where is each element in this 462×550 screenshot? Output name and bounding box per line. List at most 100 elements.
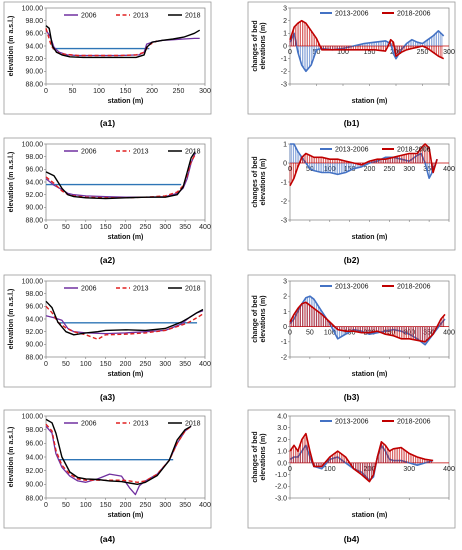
x-tick-label: 150 — [364, 49, 376, 56]
chart-frame — [247, 409, 456, 529]
y-tick-label: 94.00 — [25, 43, 43, 50]
x-tick-label: 400 — [443, 466, 455, 473]
y-tick-label: 2 — [283, 294, 287, 301]
panel-label: (a2) — [100, 255, 115, 265]
y-tick-label: 3 — [283, 278, 287, 285]
x-tick-label: 250 — [384, 330, 396, 337]
x-tick-label: 200 — [146, 88, 158, 95]
legend-label-2018-2006: 2018-2006 — [397, 284, 431, 291]
y-tick-label: -2 — [281, 354, 287, 361]
x-tick-label: 200 — [120, 502, 132, 509]
y-axis-label-line: elevations (m) — [260, 22, 267, 69]
chart-b2: -3-2-101050100150200250300350400station … — [247, 137, 456, 251]
series-line-2018 — [45, 151, 196, 200]
y-tick-label: -2.0 — [275, 484, 287, 491]
y-tick-label: 1 — [283, 309, 287, 316]
chart-frame — [247, 1, 456, 115]
x-tick-label: 250 — [140, 502, 152, 509]
x-tick-label: 50 — [313, 49, 321, 56]
legend-label-2013: 2013 — [133, 13, 149, 20]
y-tick-label: 1 — [283, 31, 287, 38]
y-tick-label: -2 — [281, 69, 287, 76]
series-line-2018-2006 — [289, 143, 438, 187]
x-tick-label: 100 — [80, 502, 92, 509]
y-tick-label: 88.00 — [25, 354, 43, 361]
x-tick-label: 100 — [324, 466, 336, 473]
x-tick-label: 200 — [120, 224, 132, 231]
y-tick-label: 90.00 — [25, 69, 43, 76]
x-tick-label: 300 — [443, 49, 455, 56]
x-tick-label: 250 — [140, 224, 152, 231]
chart-b4: -3.0-2.0-1.00.01.02.03.04.00 100 200 300 400… — [247, 409, 456, 529]
x-tick-label: 150 — [344, 166, 356, 173]
y-tick-label: 1.0 — [277, 449, 287, 456]
y-tick-label: 0 — [283, 160, 287, 167]
y-tick-label: 92.00 — [25, 192, 43, 199]
x-tick-label: 0 — [44, 88, 48, 95]
panel-label: (a1) — [100, 118, 115, 128]
y-axis-label: elevation (m a.s.l.) — [8, 152, 15, 213]
y-tick-label: 2 — [283, 18, 287, 25]
y-tick-label: -1.0 — [275, 472, 287, 479]
y-tick-label: 92.00 — [25, 329, 43, 336]
y-axis-label-line: changes of bed — [252, 156, 259, 207]
x-tick-label: 400 — [443, 330, 455, 337]
y-tick-label: 100.00 — [22, 141, 44, 148]
legend-label-2018: 2018 — [185, 13, 201, 20]
y-axis-label-line: elevations (m) — [260, 433, 267, 480]
x-tick-label: 350 — [423, 166, 435, 173]
y-tick-label: 90.00 — [25, 205, 43, 212]
y-tick-label: 2.0 — [277, 437, 287, 444]
y-tick-label: -3 — [281, 81, 287, 88]
x-tick-label: 300 — [403, 330, 415, 337]
x-tick-label: 250 — [417, 49, 429, 56]
x-tick-label: 150 — [344, 330, 356, 337]
panel-label: (a3) — [100, 392, 115, 402]
y-tick-label: 94.00 — [25, 316, 43, 323]
x-tick-label: 50 — [69, 88, 77, 95]
x-tick-label: 350 — [423, 330, 435, 337]
x-tick-label: 50 — [62, 502, 70, 509]
x-axis-label: station (m) — [108, 234, 144, 241]
chart-a3: 88.00 90.00 92.00 94.00 96.00 98.00 100.00 0 50 1… — [3, 274, 212, 388]
x-tick-label: 350 — [179, 361, 191, 368]
x-tick-label: 400 — [199, 502, 211, 509]
x-tick-label: 100 — [93, 88, 105, 95]
y-tick-label: -3 — [281, 217, 287, 224]
x-tick-label: 50 — [62, 361, 70, 368]
legend-label-2013: 2013 — [133, 286, 149, 293]
legend-label-2018-2006: 2018-2006 — [397, 11, 431, 18]
legend-label-2018-2006: 2018-2006 — [397, 419, 431, 426]
y-tick-label: 94.00 — [25, 454, 43, 461]
legend-label-2013-2006: 2013-2006 — [335, 284, 369, 291]
x-tick-label: 0 — [44, 502, 48, 509]
x-tick-label: 100 — [324, 330, 336, 337]
series-line-2018-2006 — [289, 19, 445, 60]
y-axis-label-line: changes of bed — [252, 431, 259, 482]
x-tick-label: 150 — [100, 224, 112, 231]
x-tick-label: 400 — [443, 166, 455, 173]
x-tick-label: 250 — [384, 166, 396, 173]
y-tick-label: 3.0 — [277, 425, 287, 432]
x-tick-label: 0 — [44, 361, 48, 368]
series-line-2018 — [45, 418, 192, 485]
x-axis-label: station (m) — [108, 371, 144, 378]
x-tick-label: 350 — [179, 502, 191, 509]
y-tick-label: 96.00 — [25, 31, 43, 38]
x-axis-label: station (m) — [108, 98, 144, 105]
x-tick-label: 250 — [140, 361, 152, 368]
chart-a2: 88.00 90.00 92.00 94.00 96.00 98.00 100.00 0 50 1… — [3, 137, 212, 251]
y-tick-label: 88.00 — [25, 217, 43, 224]
legend-label-2013: 2013 — [133, 149, 149, 156]
y-tick-label: -3.0 — [275, 495, 287, 502]
y-tick-label: 98.00 — [25, 291, 43, 298]
series-line-2018 — [45, 300, 204, 336]
legend-label-2006: 2006 — [81, 286, 97, 293]
y-axis-label-line: change of bed — [252, 295, 259, 342]
legend-label-2018: 2018 — [185, 286, 201, 293]
y-tick-label: 92.00 — [25, 56, 43, 63]
panel-label: (b4) — [344, 534, 360, 544]
x-axis-label: station (m) — [352, 512, 388, 519]
